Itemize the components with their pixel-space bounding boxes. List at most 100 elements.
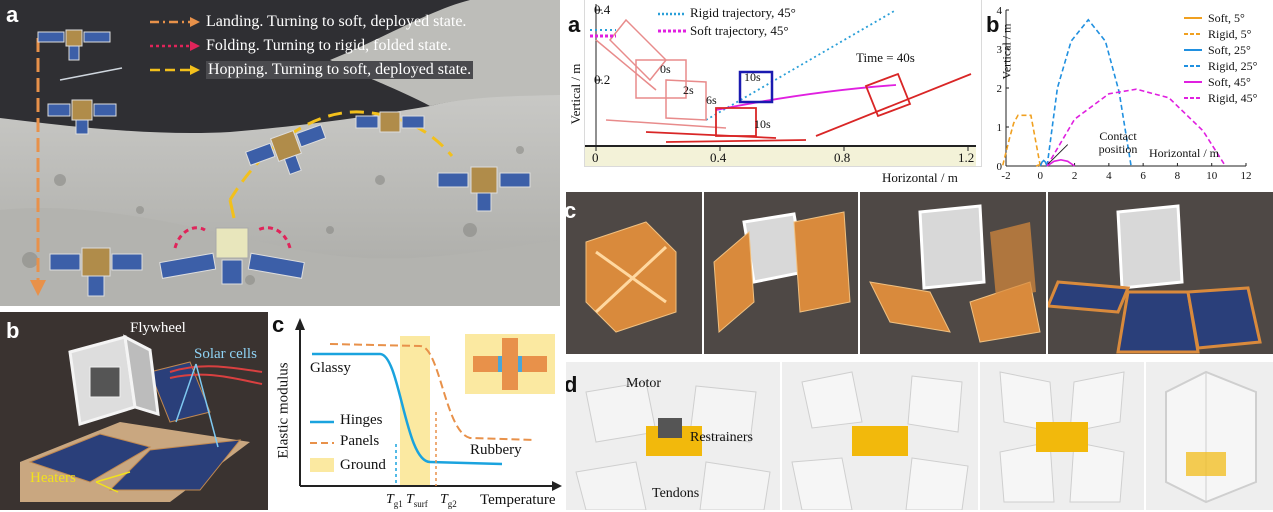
time-label-10s-blue: 10s <box>744 70 761 84</box>
x-axis-label: Temperature <box>480 492 556 508</box>
legend-soft-trajectory: Soft trajectory, 45° <box>690 23 789 38</box>
panels-curve <box>329 343 536 441</box>
modulus-graph <box>295 318 562 491</box>
time-label-6s: 6s <box>706 93 717 107</box>
chart-ytick-label: 2 <box>997 83 1003 95</box>
photo-c-2-drawing <box>704 192 858 354</box>
sim-xtick-08: 0.8 <box>834 150 851 165</box>
legend-folding-text: Folding. Turning to rigid, folded state. <box>206 37 452 54</box>
panel-a-legend: Landing. Turning to soft, deployed state… <box>150 10 474 82</box>
tick-tg2: Tg2 <box>440 492 457 509</box>
sim-xtick-04: 0.4 <box>710 150 727 165</box>
chart-xtick-label: 12 <box>1241 170 1252 182</box>
photo-c-4 <box>1048 192 1273 354</box>
tick-tsurf: Tsurf <box>406 492 428 509</box>
chart-legend: Soft, 5° Rigid, 5° Soft, 25° Rigid, 25° Soft… <box>1184 10 1257 106</box>
panel-c-modulus: c Elastic modulus Temperature Glassy Rub… <box>270 312 565 510</box>
photo-c-3-drawing <box>860 192 1046 354</box>
chart-legend-item: Rigid, 5° <box>1184 26 1257 42</box>
spacecraft-2 <box>47 99 117 135</box>
rigid-frames <box>645 72 972 143</box>
legend-hinges: Hinges <box>340 412 383 428</box>
sim-ytick-04: 0.4 <box>594 2 611 17</box>
chart-xtick-label: 6 <box>1140 170 1146 182</box>
photo-c-1: c <box>566 192 702 354</box>
chart-legend-item: Soft, 45° <box>1184 74 1257 90</box>
hinges-curve <box>312 352 503 466</box>
rubbery-label: Rubbery <box>470 442 522 458</box>
photo-d-4 <box>1146 362 1273 510</box>
legend-folding: Folding. Turning to rigid, folded state. <box>150 34 473 58</box>
chart-xtick-label: -2 <box>1001 170 1010 182</box>
chart-legend-item: Rigid, 45° <box>1184 90 1257 106</box>
chart-legend-item: Rigid, 25° <box>1184 58 1257 74</box>
photo-c-2 <box>704 192 858 354</box>
sim-y-label: Vertical / m <box>568 63 583 125</box>
restrainers-annotation: Restrainers <box>690 430 753 445</box>
asteroid-illustration <box>0 0 560 306</box>
spacecraft-5 <box>437 166 531 212</box>
soft-trajectory <box>715 84 897 111</box>
contact-pointer <box>1047 144 1069 165</box>
photo-d-4-drawing <box>1146 362 1273 510</box>
motor-annotation: Motor <box>626 376 661 391</box>
sim-legend-swatches <box>658 12 686 33</box>
time-label-10s: 10s <box>754 117 771 131</box>
contact-position-annotation: Contact position <box>1098 129 1138 156</box>
chart-ytick-label: 0 <box>997 161 1003 173</box>
chart-xtick-label: 8 <box>1175 170 1181 182</box>
spacecraft-6 <box>49 247 143 297</box>
legend-swatches <box>310 420 334 472</box>
chart-ytick-label: 3 <box>997 44 1003 56</box>
folding-frames <box>595 18 727 129</box>
photo-c-4-drawing <box>1048 192 1273 354</box>
sim-x-label: Horizontal / m <box>882 170 958 185</box>
chart-legend-text: Soft, 45° <box>1208 74 1251 89</box>
photo-d-3 <box>980 362 1144 510</box>
y-axis-label: Elastic modulus <box>275 362 292 459</box>
chart-xtick-label: 4 <box>1106 170 1112 182</box>
tick-tg1: Tg1 <box>386 492 403 509</box>
chart-legend-text: Rigid, 25° <box>1208 58 1258 73</box>
solar-cells-annotation: Solar cells <box>194 346 257 362</box>
legend-landing-text: Landing. Turning to soft, deployed state… <box>206 13 467 30</box>
spacecraft-1 <box>37 29 111 61</box>
panel-sim-trajectory: a Vertical / m 0.4 0.2 0 0.4 0.8 1.2 Hor… <box>566 0 982 188</box>
legend-panels: Panels <box>340 433 380 449</box>
photo-d-2-drawing <box>782 362 978 510</box>
photo-c-label: c <box>566 198 577 223</box>
chart-legend-text: Rigid, 5° <box>1208 26 1252 41</box>
chart-legend-swatch <box>1184 81 1202 83</box>
chart-y-label: Vertical / m <box>999 23 1014 80</box>
time-note: Time = 40s <box>856 50 915 65</box>
chart-b-label: b <box>986 12 1000 37</box>
sim-graph <box>584 4 976 166</box>
flywheel-annotation: Flywheel <box>130 320 186 336</box>
sim-frame-border <box>584 0 982 167</box>
photo-d-2 <box>782 362 978 510</box>
panel-a-label: a <box>6 2 19 27</box>
chart-series-line <box>1046 88 1227 167</box>
chart-series-line <box>1001 114 1042 167</box>
rigid-trajectory <box>705 9 897 121</box>
chart-series-line <box>1046 158 1076 167</box>
chart-legend-swatch <box>1184 65 1202 67</box>
hop-start <box>228 199 236 219</box>
fold-arrow-right <box>257 226 292 249</box>
chart-xtick-label: 10 <box>1206 170 1218 182</box>
panel-b-label: b <box>6 318 20 343</box>
sim-panel-label: a <box>568 12 581 37</box>
photo-d-label: d <box>566 372 578 397</box>
panel-a-scene: a Landing. Turning to soft, deployed sta… <box>0 0 560 306</box>
time-label-0s: 0s <box>660 62 671 76</box>
chart-legend-swatch <box>1184 17 1202 19</box>
photo-d-1-drawing <box>566 362 780 510</box>
chart-legend-text: Rigid, 45° <box>1208 90 1258 105</box>
legend-landing: Landing. Turning to soft, deployed state… <box>150 10 473 34</box>
chart-xtick-label: 0 <box>1038 170 1044 182</box>
time-label-2s: 2s <box>683 83 694 97</box>
chart-legend-text: Soft, 25° <box>1208 42 1251 57</box>
chart-legend-item: Soft, 5° <box>1184 10 1257 26</box>
spacecraft-4 <box>355 111 425 133</box>
